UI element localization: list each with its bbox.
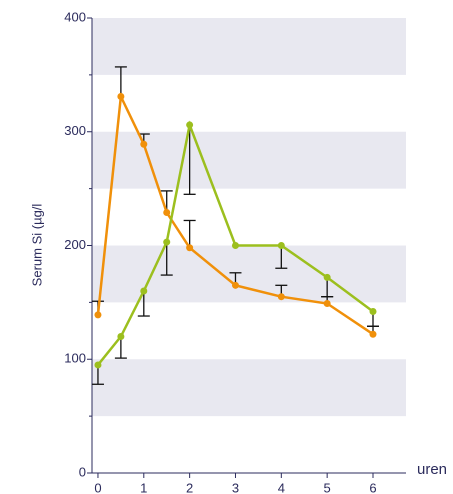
point: [94, 361, 102, 369]
point: [277, 242, 285, 249]
y-tick-label: 400: [64, 9, 86, 24]
error-bar: [160, 242, 173, 276]
error-bar: [275, 245, 288, 269]
point: [186, 244, 194, 252]
band: [92, 359, 406, 417]
error-bar: [114, 336, 127, 359]
error-bar: [137, 291, 150, 317]
x-tick-label: 5: [324, 480, 331, 494]
band: [92, 245, 406, 303]
x-axis-label: uren: [417, 461, 447, 478]
x-tick-label: 0: [94, 480, 101, 494]
point: [186, 121, 194, 129]
point: [94, 311, 102, 319]
x-tick-label: 3: [232, 480, 239, 494]
point: [163, 238, 171, 246]
y-tick-label: 100: [64, 351, 86, 366]
error-bar: [114, 66, 127, 97]
point: [117, 333, 125, 340]
x-tick-label: 2: [186, 480, 193, 494]
y-tick-label: 200: [64, 237, 86, 252]
error-bar: [183, 219, 196, 248]
point: [140, 140, 148, 148]
y-axis-label: Serum Si (µg/l: [29, 204, 44, 287]
point: [231, 281, 239, 289]
y-tick-label: 0: [79, 464, 86, 479]
band: [92, 131, 406, 189]
point: [140, 287, 148, 295]
point: [323, 273, 331, 281]
point: [369, 307, 377, 315]
point: [277, 293, 285, 301]
band: [92, 18, 406, 75]
point: [323, 300, 331, 308]
y-tick-label: 300: [64, 123, 86, 138]
error-bar: [183, 124, 196, 195]
point: [231, 242, 239, 249]
x-tick-label: 4: [278, 480, 285, 494]
point: [369, 330, 377, 338]
point: [117, 92, 125, 100]
x-tick-label: 6: [369, 480, 376, 494]
point: [163, 209, 171, 217]
x-tick-label: 1: [140, 480, 147, 494]
